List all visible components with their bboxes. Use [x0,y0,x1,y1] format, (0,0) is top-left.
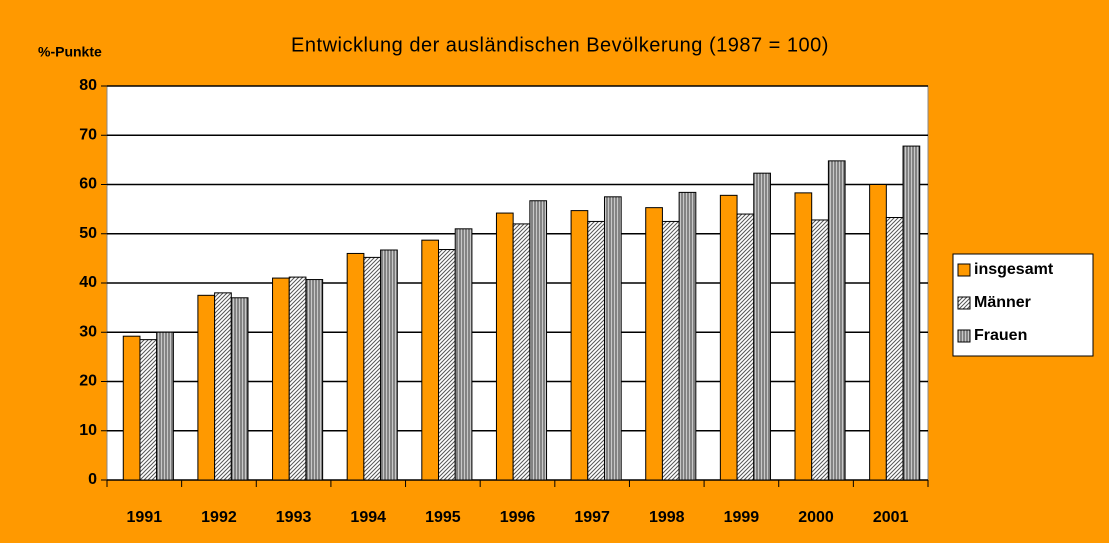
bar [587,220,605,481]
bar [122,335,141,481]
y-tick-label: 40 [79,274,97,291]
bar [661,220,680,481]
bar [454,228,473,481]
bar [495,212,514,481]
x-tick-label: 2001 [873,509,909,526]
x-tick-label: 1996 [500,509,536,526]
y-tick-label: 50 [79,225,97,242]
y-axis-label: %-Punkte [38,44,102,60]
y-tick-label: 30 [79,323,97,340]
bar [156,331,174,481]
bar [305,279,324,481]
y-tick-label: 10 [79,422,97,439]
legend-label: insgesamt [974,261,1054,278]
bar [794,192,813,481]
bar [645,207,663,481]
y-tick-label: 80 [79,77,97,94]
bar [811,219,829,481]
legend-swatch [957,263,971,277]
legend [952,253,1094,357]
legend-label: Frauen [974,327,1027,344]
bar [230,297,249,481]
legend-swatch [957,296,971,310]
bar [512,223,531,481]
bar [272,277,290,481]
bar [736,213,755,481]
bar [529,200,548,481]
chart-title: Entwicklung der ausländischen Bevölkerun… [291,34,829,56]
y-tick-label: 0 [88,471,97,488]
bar [719,194,738,481]
y-tick-label: 60 [79,176,97,193]
x-tick-label: 1994 [350,509,386,526]
legend-swatch [957,329,971,343]
bar [197,294,216,481]
bar [827,160,846,481]
x-tick-label: 1999 [724,509,760,526]
bar [902,145,921,481]
y-tick-label: 70 [79,126,97,143]
bar [869,184,887,481]
x-tick-label: 1998 [649,509,685,526]
bar [288,276,307,481]
x-tick-label: 1993 [276,509,312,526]
bar [885,216,904,481]
legend-label: Männer [974,294,1031,311]
bar [603,196,622,481]
bar [214,292,232,481]
x-tick-label: 1991 [127,509,163,526]
bar [363,256,382,481]
bar [380,249,398,481]
bar [421,239,440,481]
bar [346,252,365,481]
bar [753,172,771,481]
x-tick-label: 1997 [574,509,610,526]
bar [678,191,697,481]
y-tick-label: 20 [79,373,97,390]
bar [438,249,456,481]
x-tick-label: 2000 [798,509,834,526]
bar [139,339,158,481]
x-tick-label: 1995 [425,509,461,526]
bar [570,210,589,481]
x-tick-label: 1992 [201,509,237,526]
